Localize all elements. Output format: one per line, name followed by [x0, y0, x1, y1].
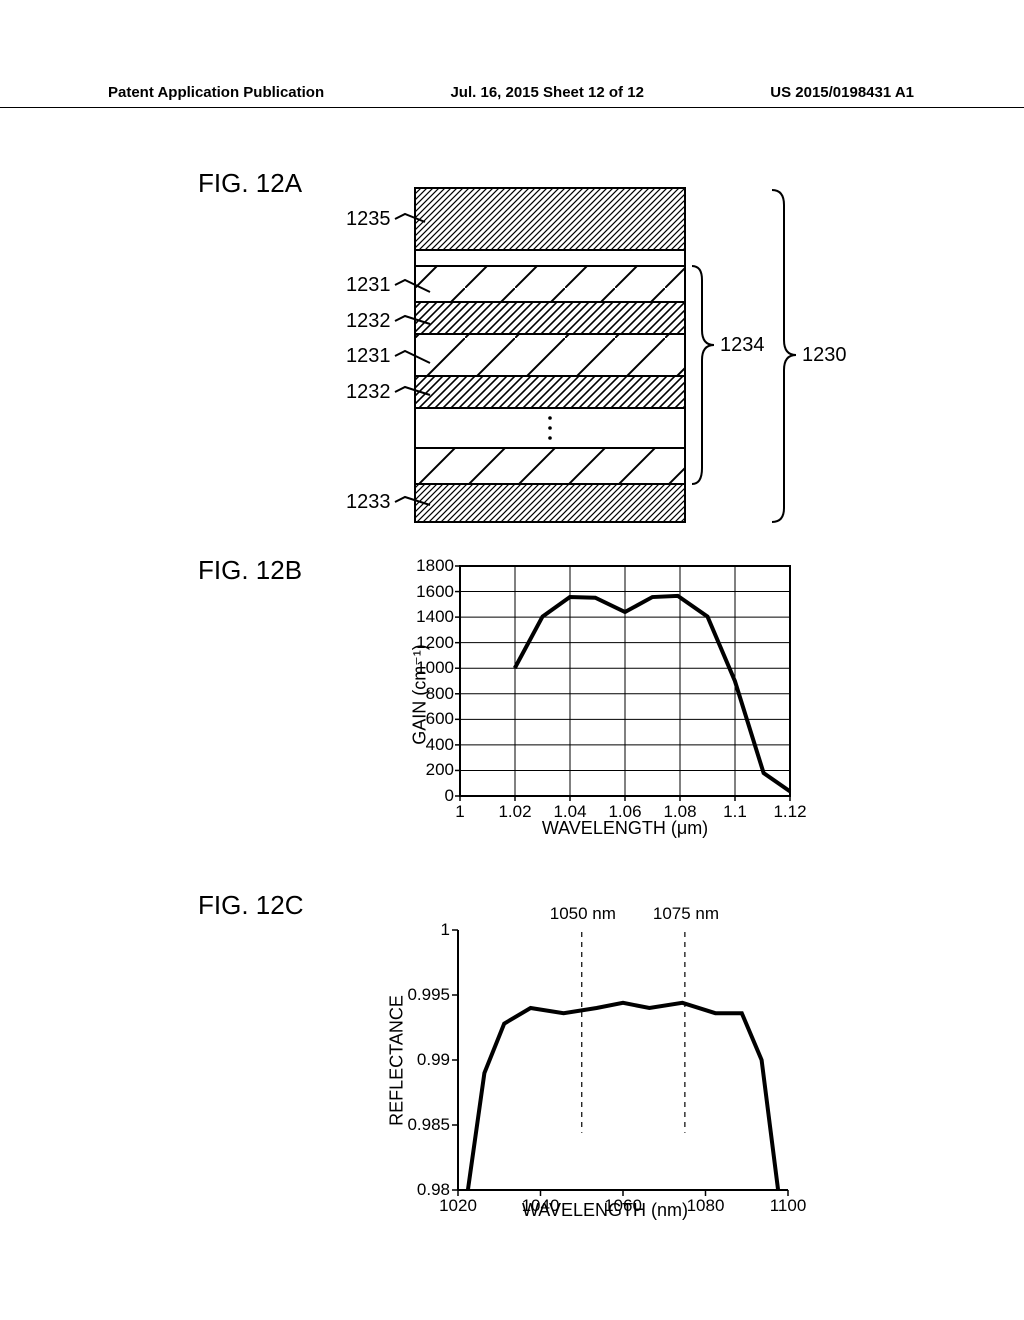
fig12c-ytick: 0.985	[400, 1115, 450, 1135]
label-1233: 1233	[346, 491, 391, 514]
fig12c-ytick: 0.995	[400, 985, 450, 1005]
label-1231b: 1231	[346, 345, 391, 368]
fig12b-ytick: 200	[410, 760, 454, 780]
label-1232b: 1232	[346, 381, 391, 404]
fig12b-ytick: 400	[410, 735, 454, 755]
fig12b-label: FIG. 12B	[198, 555, 302, 586]
fig12b-ytick: 1800	[410, 556, 454, 576]
label-1235: 1235	[346, 208, 391, 231]
fig12c-ytick: 1	[400, 920, 450, 940]
header-center: Jul. 16, 2015 Sheet 12 of 12	[450, 84, 643, 101]
label-1230: 1230	[802, 344, 847, 367]
fig12b-ytick: 1200	[410, 633, 454, 653]
fig12b-ytick: 1000	[410, 658, 454, 678]
label-1234: 1234	[720, 334, 765, 357]
fig12b-ytick: 1600	[410, 582, 454, 602]
label-1231a: 1231	[346, 274, 391, 297]
fig12c-ytick: 0.99	[400, 1050, 450, 1070]
header-right: US 2015/0198431 A1	[770, 84, 914, 101]
fig12a-label: FIG. 12A	[198, 168, 302, 199]
fig12b-ytick: 800	[410, 684, 454, 704]
fig12b-chart: GAIN (cm⁻¹) 1800160014001200100080060040…	[400, 560, 800, 865]
fig12c-xlabel: WAVELENGTH (nm)	[440, 1200, 770, 1221]
fig12b-xlabel: WAVELENGTH (μm)	[460, 818, 790, 839]
header-left: Patent Application Publication	[108, 84, 324, 101]
label-1232a: 1232	[346, 310, 391, 333]
fig12c-marker-label: 1050 nm	[550, 904, 616, 924]
fig12c-marker-label: 1075 nm	[653, 904, 719, 924]
fig12b-ytick: 1400	[410, 607, 454, 627]
fig12c-xtick: 1100	[766, 1196, 810, 1216]
fig12b-ytick: 600	[410, 709, 454, 729]
fig12c-label: FIG. 12C	[198, 890, 303, 921]
page-header: Patent Application Publication Jul. 16, …	[0, 84, 1024, 108]
fig12c-chart: REFLECTANCE 10.9950.990.9850.98 10201040…	[380, 900, 800, 1225]
